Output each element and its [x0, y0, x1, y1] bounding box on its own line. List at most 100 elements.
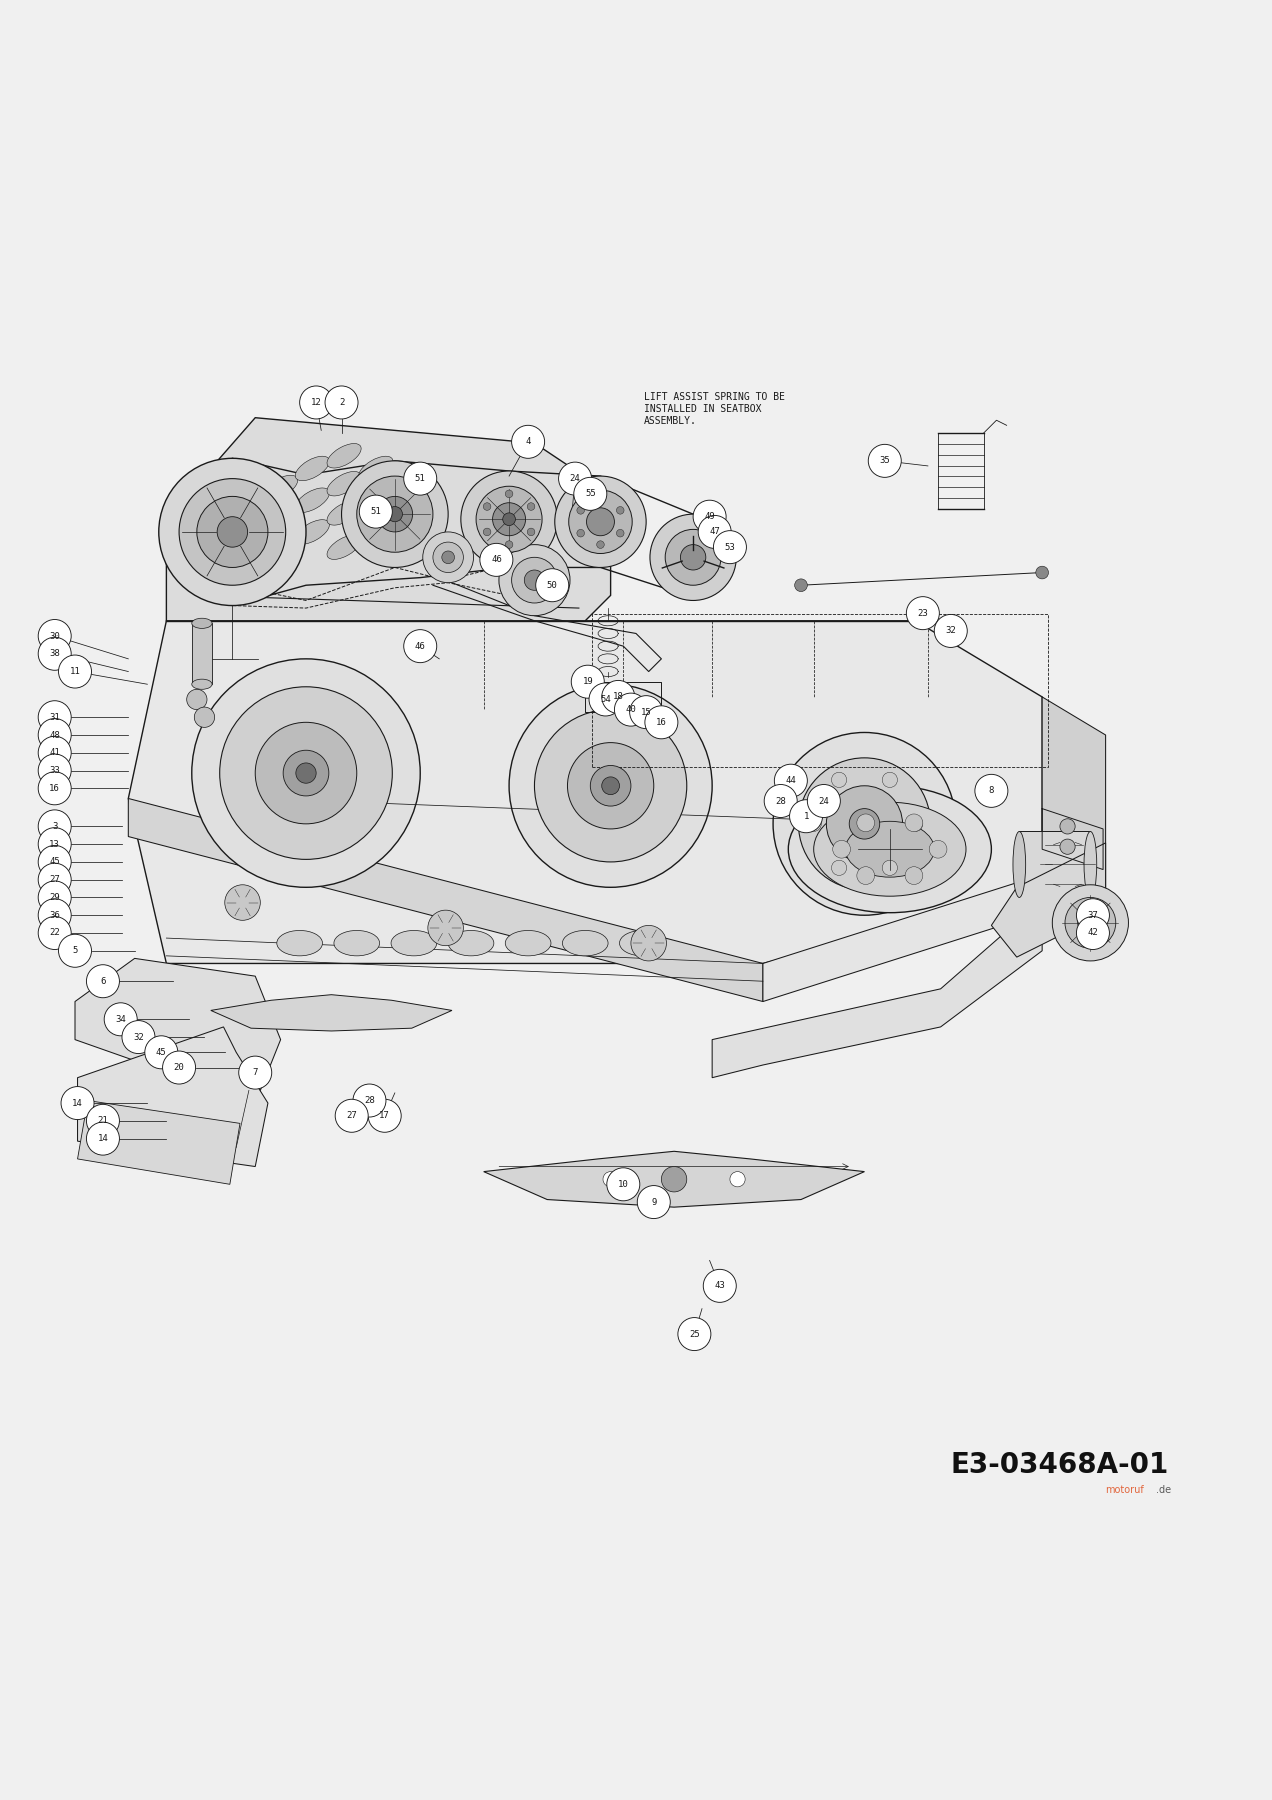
- Text: 36: 36: [50, 911, 60, 920]
- Circle shape: [220, 688, 392, 859]
- Circle shape: [38, 619, 71, 653]
- Text: 1: 1: [804, 812, 809, 821]
- Circle shape: [511, 425, 544, 459]
- Text: 28: 28: [776, 797, 786, 806]
- Circle shape: [534, 709, 687, 862]
- Circle shape: [61, 1087, 94, 1120]
- Circle shape: [714, 531, 747, 563]
- Text: 51: 51: [415, 473, 426, 482]
- Text: 30: 30: [50, 632, 60, 641]
- Circle shape: [460, 472, 557, 567]
- Ellipse shape: [327, 535, 361, 560]
- Circle shape: [602, 680, 635, 713]
- Circle shape: [38, 637, 71, 670]
- Text: 46: 46: [415, 641, 426, 650]
- Circle shape: [857, 814, 875, 832]
- Circle shape: [806, 815, 822, 832]
- Polygon shape: [1042, 697, 1105, 913]
- Circle shape: [1076, 898, 1109, 932]
- Circle shape: [368, 1100, 401, 1132]
- Circle shape: [59, 934, 92, 967]
- Circle shape: [38, 718, 71, 752]
- Text: 38: 38: [50, 650, 60, 659]
- Circle shape: [356, 475, 432, 553]
- Circle shape: [637, 1186, 670, 1219]
- Text: 8: 8: [988, 787, 995, 796]
- Text: 24: 24: [818, 797, 829, 806]
- Circle shape: [1076, 916, 1109, 949]
- Circle shape: [1060, 839, 1075, 855]
- Ellipse shape: [192, 617, 212, 628]
- Circle shape: [630, 695, 663, 729]
- Ellipse shape: [814, 803, 965, 896]
- Circle shape: [906, 814, 923, 832]
- Circle shape: [122, 1021, 155, 1053]
- Text: LIFT ASSIST SPRING TO BE
INSTALLED IN SEATBOX
ASSEMBLY.: LIFT ASSIST SPRING TO BE INSTALLED IN SE…: [644, 392, 785, 425]
- Circle shape: [499, 545, 570, 616]
- Circle shape: [225, 886, 261, 920]
- Text: motoruf: motoruf: [1105, 1485, 1144, 1496]
- Circle shape: [38, 916, 71, 949]
- Text: 47: 47: [710, 527, 720, 536]
- Ellipse shape: [327, 472, 361, 497]
- Text: 2: 2: [338, 398, 345, 407]
- Circle shape: [104, 1003, 137, 1035]
- Text: 20: 20: [174, 1064, 184, 1073]
- Circle shape: [974, 774, 1007, 808]
- Circle shape: [195, 707, 215, 727]
- Circle shape: [300, 385, 333, 419]
- Ellipse shape: [562, 931, 608, 956]
- Text: 53: 53: [725, 542, 735, 551]
- Circle shape: [403, 463, 436, 495]
- Circle shape: [377, 497, 412, 533]
- Circle shape: [590, 765, 631, 806]
- Circle shape: [574, 477, 607, 511]
- Circle shape: [703, 1269, 736, 1303]
- Text: 16: 16: [656, 718, 667, 727]
- Circle shape: [163, 1051, 196, 1084]
- Text: 3: 3: [52, 823, 57, 832]
- Ellipse shape: [1084, 832, 1096, 898]
- Circle shape: [764, 785, 798, 817]
- Circle shape: [483, 527, 491, 536]
- Circle shape: [883, 772, 898, 787]
- Circle shape: [86, 1121, 120, 1156]
- Polygon shape: [991, 842, 1105, 958]
- Circle shape: [790, 799, 823, 833]
- Circle shape: [577, 506, 585, 515]
- Circle shape: [589, 682, 622, 716]
- Ellipse shape: [359, 455, 393, 481]
- Circle shape: [906, 868, 923, 884]
- Circle shape: [38, 846, 71, 878]
- Polygon shape: [75, 958, 281, 1103]
- Text: 29: 29: [50, 893, 60, 902]
- Circle shape: [86, 1105, 120, 1138]
- Text: 19: 19: [583, 677, 593, 686]
- Text: 44: 44: [786, 776, 796, 785]
- Circle shape: [698, 515, 731, 549]
- Circle shape: [179, 479, 286, 585]
- Text: 40: 40: [626, 706, 636, 715]
- Text: 42: 42: [1088, 929, 1098, 938]
- Ellipse shape: [505, 931, 551, 956]
- Circle shape: [38, 880, 71, 914]
- Text: 45: 45: [50, 857, 60, 866]
- Circle shape: [483, 502, 491, 511]
- Circle shape: [192, 659, 420, 887]
- Circle shape: [614, 693, 647, 725]
- Circle shape: [536, 569, 569, 601]
- Text: 55: 55: [585, 490, 595, 499]
- Circle shape: [775, 765, 808, 797]
- Text: 18: 18: [613, 693, 623, 702]
- Text: 21: 21: [98, 1116, 108, 1125]
- Circle shape: [730, 1172, 745, 1186]
- Text: 34: 34: [116, 1015, 126, 1024]
- Text: 45: 45: [156, 1048, 167, 1057]
- Circle shape: [577, 529, 585, 536]
- Text: 35: 35: [879, 457, 890, 466]
- Circle shape: [59, 655, 92, 688]
- Circle shape: [586, 508, 614, 536]
- Circle shape: [239, 1057, 272, 1089]
- Circle shape: [603, 1172, 618, 1186]
- Ellipse shape: [263, 475, 298, 500]
